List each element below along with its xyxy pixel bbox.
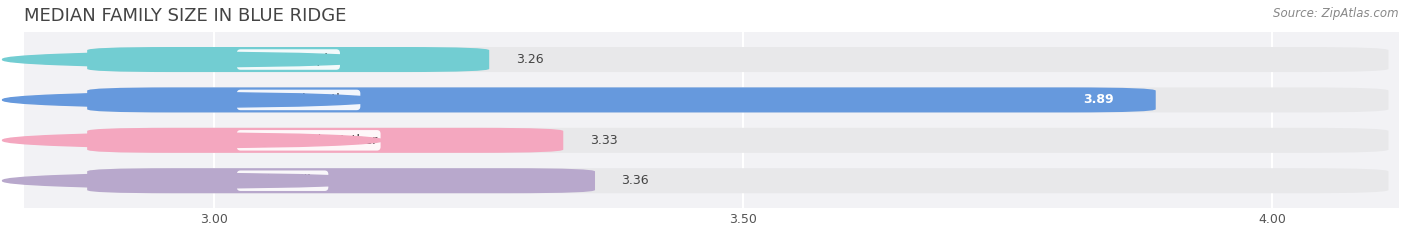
- Circle shape: [3, 52, 384, 67]
- Circle shape: [3, 133, 384, 147]
- Text: Single Male/Father: Single Male/Father: [240, 93, 357, 106]
- Text: Married-Couple: Married-Couple: [240, 53, 336, 66]
- Text: 3.33: 3.33: [589, 134, 617, 147]
- FancyBboxPatch shape: [87, 87, 1156, 113]
- FancyBboxPatch shape: [87, 128, 1389, 153]
- Text: Source: ZipAtlas.com: Source: ZipAtlas.com: [1274, 7, 1399, 20]
- FancyBboxPatch shape: [87, 168, 1389, 193]
- FancyBboxPatch shape: [87, 168, 595, 193]
- FancyBboxPatch shape: [87, 87, 1389, 113]
- Text: 3.89: 3.89: [1083, 93, 1114, 106]
- FancyBboxPatch shape: [87, 47, 489, 72]
- Text: 3.36: 3.36: [621, 174, 650, 187]
- Circle shape: [3, 173, 384, 188]
- FancyBboxPatch shape: [87, 128, 564, 153]
- Text: Total Families: Total Families: [240, 174, 325, 187]
- Text: Single Female/Mother: Single Female/Mother: [240, 134, 377, 147]
- Text: 3.26: 3.26: [516, 53, 543, 66]
- FancyBboxPatch shape: [87, 47, 1389, 72]
- Text: MEDIAN FAMILY SIZE IN BLUE RIDGE: MEDIAN FAMILY SIZE IN BLUE RIDGE: [24, 7, 346, 25]
- Circle shape: [3, 93, 384, 107]
